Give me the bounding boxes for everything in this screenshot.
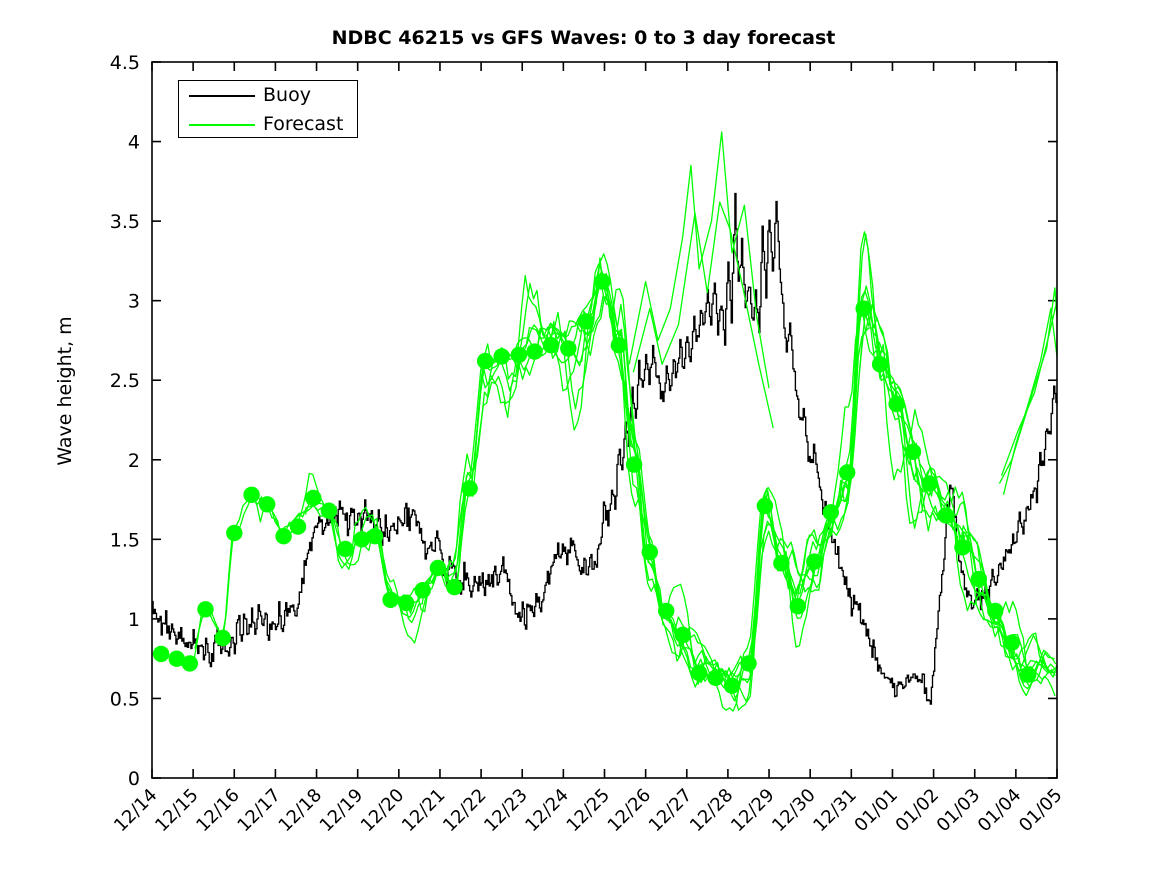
svg-text:12/24: 12/24 (521, 785, 573, 837)
legend-item-forecast: Forecast (179, 110, 357, 139)
series-forecast-lines (151, 131, 1058, 712)
svg-text:12/15: 12/15 (151, 785, 203, 837)
svg-text:12/14: 12/14 (110, 785, 162, 837)
series-forecast-markers (152, 273, 1037, 694)
axes-frame (151, 61, 1058, 779)
page-title: NDBC 46215 vs GFS Waves: 0 to 3 day fore… (331, 27, 836, 49)
svg-text:12/18: 12/18 (275, 785, 327, 837)
svg-text:12/29: 12/29 (727, 785, 779, 837)
y-axis-ticks: 0 0.5 1 1.5 2 2.5 3 3.5 4 4.5 (110, 52, 1057, 790)
legend-swatch-buoy (189, 95, 255, 97)
svg-text:01/05: 01/05 (1015, 785, 1067, 837)
svg-text:2: 2 (128, 450, 140, 472)
svg-text:12/28: 12/28 (686, 785, 738, 837)
svg-text:12/25: 12/25 (563, 785, 615, 837)
svg-text:2.5: 2.5 (110, 370, 140, 392)
svg-text:01/03: 01/03 (933, 785, 985, 837)
x-axis-ticks: 12/1412/1512/1612/1712/1812/1912/2012/21… (110, 62, 1067, 836)
svg-text:12/19: 12/19 (316, 785, 368, 837)
svg-text:12/16: 12/16 (192, 785, 244, 837)
svg-text:12/17: 12/17 (233, 785, 285, 837)
svg-text:01/04: 01/04 (974, 785, 1026, 837)
svg-text:01/02: 01/02 (892, 785, 944, 837)
series-buoy-line (152, 192, 1058, 705)
svg-text:0: 0 (128, 768, 140, 790)
svg-text:12/30: 12/30 (768, 785, 820, 837)
svg-text:12/21: 12/21 (398, 785, 450, 837)
svg-text:12/22: 12/22 (439, 785, 491, 837)
svg-text:12/27: 12/27 (645, 785, 697, 837)
svg-text:12/31: 12/31 (809, 785, 861, 837)
svg-text:01/01: 01/01 (850, 785, 902, 837)
legend-swatch-forecast (189, 124, 255, 126)
svg-text:3.5: 3.5 (110, 211, 140, 233)
svg-text:0.5: 0.5 (110, 688, 140, 710)
svg-text:4: 4 (128, 132, 140, 154)
legend-label-forecast: Forecast (263, 113, 344, 135)
legend-item-buoy: Buoy (179, 81, 357, 110)
svg-text:12/26: 12/26 (604, 785, 656, 837)
svg-text:1: 1 (128, 609, 140, 631)
svg-text:1.5: 1.5 (110, 529, 140, 551)
legend-label-buoy: Buoy (263, 84, 311, 106)
svg-text:4.5: 4.5 (110, 52, 140, 74)
svg-text:12/23: 12/23 (480, 785, 532, 837)
svg-text:3: 3 (128, 291, 140, 313)
svg-text:12/20: 12/20 (357, 785, 409, 837)
legend: Buoy Forecast (178, 80, 358, 138)
